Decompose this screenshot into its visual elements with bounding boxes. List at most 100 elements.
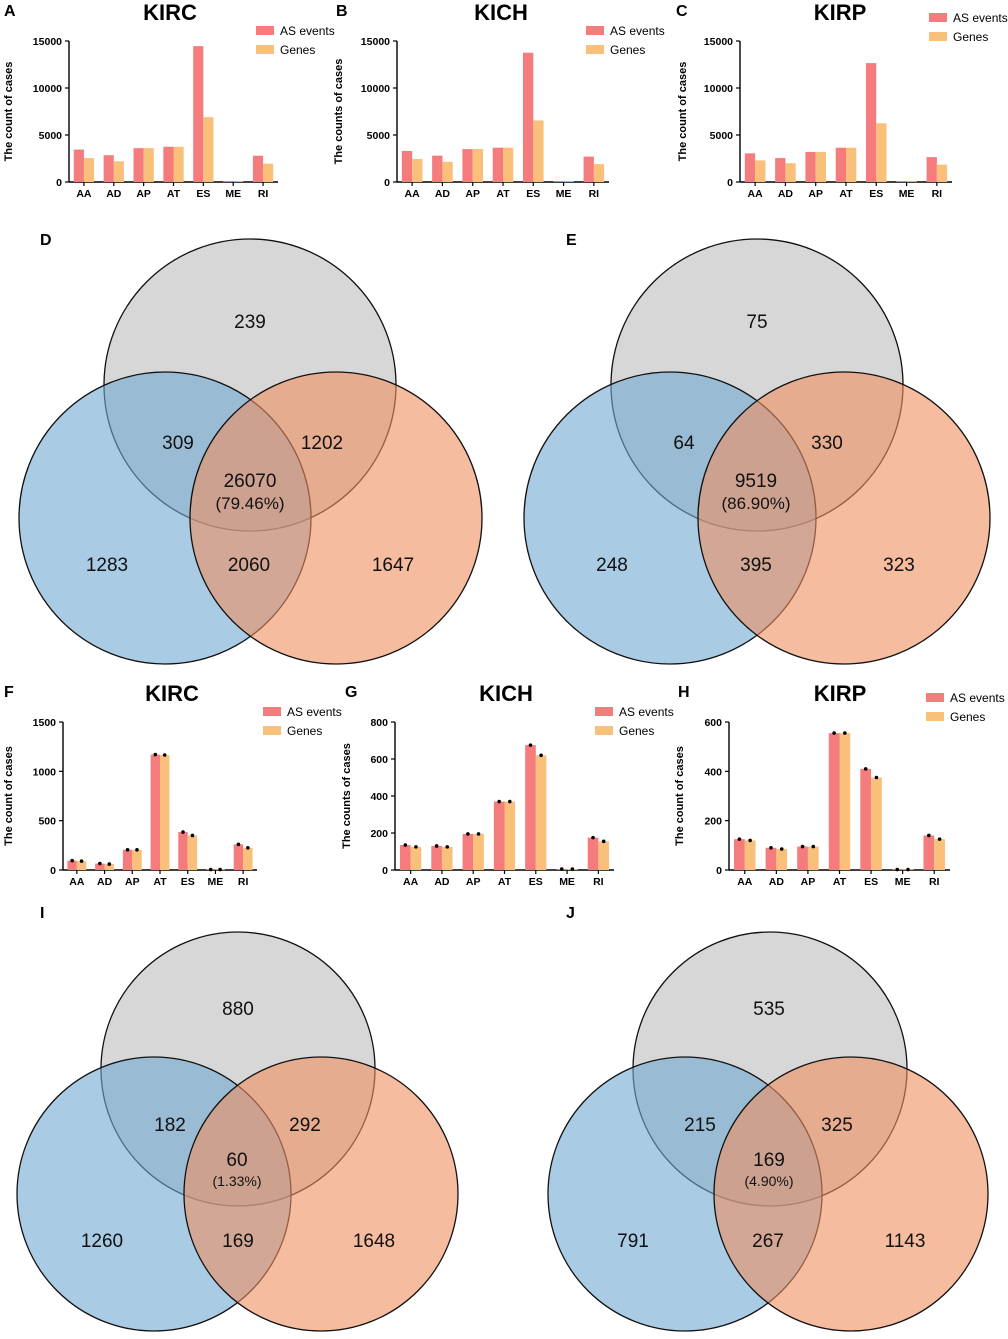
bar-as-events-ri xyxy=(923,835,935,870)
legend-swatch xyxy=(263,726,281,735)
bar-genes-me xyxy=(563,181,574,182)
bar-chart-f: F KIRC The count of cases 0 500 1000 1500 AA AD A… xyxy=(3,681,342,888)
legend-swatch xyxy=(256,45,274,54)
bar-as-events-ri xyxy=(926,157,937,182)
y-tick-label: 5000 xyxy=(39,130,63,142)
y-tick-label: 200 xyxy=(704,816,722,828)
bar-point-dot xyxy=(559,867,564,871)
bar-point-dot xyxy=(832,731,836,735)
chart-title: KIRP xyxy=(814,0,867,25)
bar-as-events-at xyxy=(835,147,846,182)
bar-as-events-ap xyxy=(462,833,474,870)
bar-genes-ad xyxy=(442,161,453,182)
bar-genes-es xyxy=(876,123,887,182)
bar-genes-ap xyxy=(807,846,819,870)
x-tick-label: RI xyxy=(932,188,943,200)
bar-point-dot xyxy=(445,845,450,849)
bar-as-events-aa xyxy=(401,150,413,182)
venn-circle-right xyxy=(183,1056,459,1332)
legend-label: AS events xyxy=(280,24,335,38)
bar-point-dot xyxy=(748,838,752,843)
bar-as-events-ad xyxy=(765,847,777,870)
x-tick-label: AA xyxy=(403,876,419,888)
x-tick-label: AA xyxy=(76,188,92,200)
chart-title: KICH xyxy=(474,0,528,25)
venn-diagram-j: J 535 215 325 169 (4.90%) 791 267 1143 xyxy=(547,905,989,1332)
venn-region-top-left: 182 xyxy=(154,1115,186,1136)
bar-genes-ap xyxy=(132,849,142,870)
bar-as-events-ad xyxy=(431,845,442,870)
bar-as-events-me xyxy=(896,181,907,182)
venn-circle-right xyxy=(713,1056,989,1332)
bar-point-dot xyxy=(937,837,942,841)
bar-genes-aa xyxy=(410,846,422,870)
venn-region-top: 239 xyxy=(234,312,266,333)
x-tick-label: ME xyxy=(559,876,575,888)
bar-genes-ad xyxy=(104,864,114,870)
chart-title: KIRP xyxy=(814,681,867,706)
y-axis-label: The counts of cases xyxy=(333,59,345,165)
bar-point-dot xyxy=(208,867,213,872)
x-tick-label: AA xyxy=(69,876,85,888)
x-tick-label: ES xyxy=(869,188,883,200)
bar-chart-h: H KIRP The count of cases 0 200 400 600 AA AD AP A… xyxy=(674,681,1005,888)
y-tick-label: 10000 xyxy=(361,83,390,95)
y-tick-label: 0 xyxy=(727,177,733,189)
bar-genes-at xyxy=(503,147,514,182)
legend-swatch xyxy=(595,726,613,735)
x-tick-label: ES xyxy=(196,188,210,200)
bar-as-events-ap xyxy=(133,148,144,182)
bar-as-events-ap xyxy=(122,849,133,870)
y-tick-label: 200 xyxy=(370,828,388,840)
legend-label: AS events xyxy=(610,24,665,38)
bar-genes-ap xyxy=(473,833,484,870)
legend-swatch xyxy=(263,707,281,716)
bar-as-events-ad xyxy=(103,155,114,182)
venn-region-left: 248 xyxy=(596,555,628,576)
y-axis-label: The counts of cases xyxy=(341,743,353,849)
bar-as-events-aa xyxy=(400,845,411,870)
bar-genes-ri xyxy=(598,841,609,870)
venn-region-top-right: 292 xyxy=(289,1115,321,1136)
y-tick-label: 15000 xyxy=(361,36,390,48)
panel-label: A xyxy=(4,3,16,20)
bar-genes-ri xyxy=(593,164,605,182)
x-tick-label: AT xyxy=(833,876,847,888)
x-tick-label: AD xyxy=(97,876,113,888)
venn-region-bottom: 2060 xyxy=(228,555,270,576)
bar-as-events-aa xyxy=(744,153,756,182)
x-tick-label: ME xyxy=(556,188,572,200)
bar-as-events-at xyxy=(828,733,840,870)
bar-genes-aa xyxy=(83,158,95,182)
legend-label: Genes xyxy=(950,710,985,724)
legend-label: AS events xyxy=(619,705,674,719)
y-tick-label: 500 xyxy=(38,816,56,828)
bar-point-dot xyxy=(800,844,805,849)
bar-genes-ap xyxy=(143,148,154,182)
bar-genes-me xyxy=(906,181,917,182)
bar-point-dot xyxy=(135,847,139,852)
bar-genes-aa xyxy=(744,840,756,870)
x-tick-label: AT xyxy=(498,876,512,888)
bar-as-events-ri xyxy=(583,156,594,182)
panel-label: C xyxy=(676,3,688,20)
bar-genes-aa xyxy=(76,861,87,870)
bar-genes-ad xyxy=(776,849,788,870)
bar-genes-at xyxy=(846,147,857,182)
bar-as-events-aa xyxy=(67,860,77,870)
y-tick-label: 0 xyxy=(56,177,62,189)
bar-as-events-ap xyxy=(797,846,808,870)
x-tick-label: AT xyxy=(167,188,181,200)
x-tick-label: AD xyxy=(435,188,451,200)
venn-diagram-i: I 880 182 292 60 (1.33%) 1260 169 1648 xyxy=(16,905,459,1332)
panel-label: J xyxy=(566,905,575,922)
x-tick-label: AP xyxy=(465,188,480,200)
legend-label: Genes xyxy=(287,724,322,738)
venn-region-center-pct: (79.46%) xyxy=(216,494,285,513)
bar-chart-g: G KICH The counts of cases 0 200 400 600 800 AA A… xyxy=(341,681,674,888)
bar-as-events-me xyxy=(223,181,234,182)
y-axis-label: The count of cases xyxy=(677,62,689,162)
bar-genes-at xyxy=(160,755,170,870)
venn-region-center: 9519 xyxy=(735,471,777,492)
